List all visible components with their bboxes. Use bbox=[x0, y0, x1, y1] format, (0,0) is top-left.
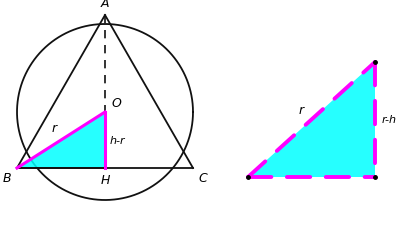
Text: r-h: r-h bbox=[382, 115, 397, 125]
Text: A: A bbox=[101, 0, 109, 10]
Text: B: B bbox=[2, 171, 11, 184]
Polygon shape bbox=[17, 112, 105, 168]
Text: r: r bbox=[52, 122, 57, 134]
Polygon shape bbox=[248, 63, 375, 177]
Text: O: O bbox=[111, 97, 121, 110]
Text: r: r bbox=[298, 104, 304, 117]
Text: H: H bbox=[100, 173, 110, 186]
Text: h-r: h-r bbox=[110, 135, 126, 145]
Text: C: C bbox=[198, 171, 207, 184]
